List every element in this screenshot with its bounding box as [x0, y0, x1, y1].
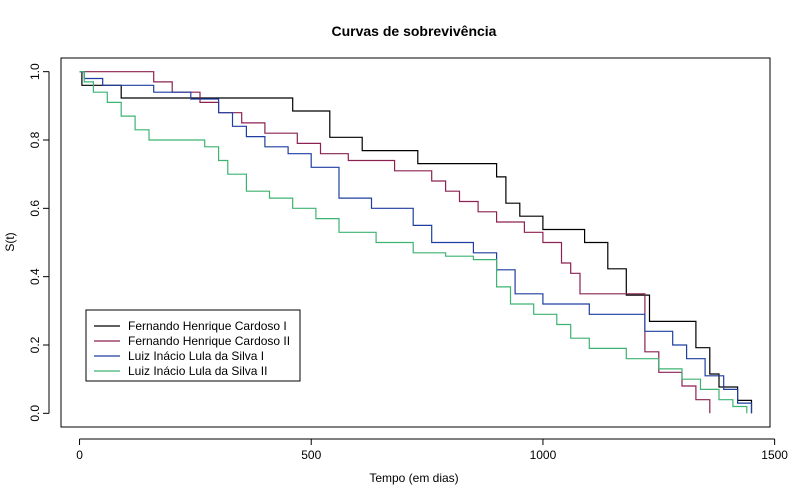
x-tick-label: 1500: [761, 448, 788, 462]
x-axis-label: Tempo (em dias): [369, 471, 458, 485]
y-axis-label: S(t): [3, 232, 17, 251]
legend-label-0: Fernando Henrique Cardoso I: [128, 319, 287, 333]
y-tick-label: 0.4: [28, 268, 42, 285]
legend-box: [85, 309, 301, 382]
y-axis: 0.0 0.2 0.4 0.6 0.8 1.0: [28, 63, 50, 422]
series-line-0: [79, 71, 753, 414]
y-tick-label: 1.0: [28, 63, 42, 80]
x-tick-label: 0: [76, 448, 83, 462]
legend-label-1: Fernando Henrique Cardoso II: [128, 334, 290, 348]
y-tick-label: 0.8: [28, 131, 42, 148]
legend-label-3: Luiz Inácio Lula da Silva II: [128, 364, 267, 378]
series-line-3: [79, 71, 748, 414]
x-tick-label: 1000: [530, 448, 557, 462]
x-tick-label: 500: [301, 448, 321, 462]
series-group: [79, 71, 753, 414]
x-axis: 0 500 1000 1500: [76, 438, 788, 462]
y-tick-label: 0.2: [28, 336, 42, 353]
plot-frame: [60, 57, 771, 428]
series-line-2: [79, 71, 753, 414]
chart-title: Curvas de sobrevivência: [332, 23, 497, 39]
legend-label-2: Luiz Inácio Lula da Silva I: [128, 349, 264, 363]
y-tick-label: 0.0: [28, 405, 42, 422]
y-tick-label: 0.6: [28, 200, 42, 217]
